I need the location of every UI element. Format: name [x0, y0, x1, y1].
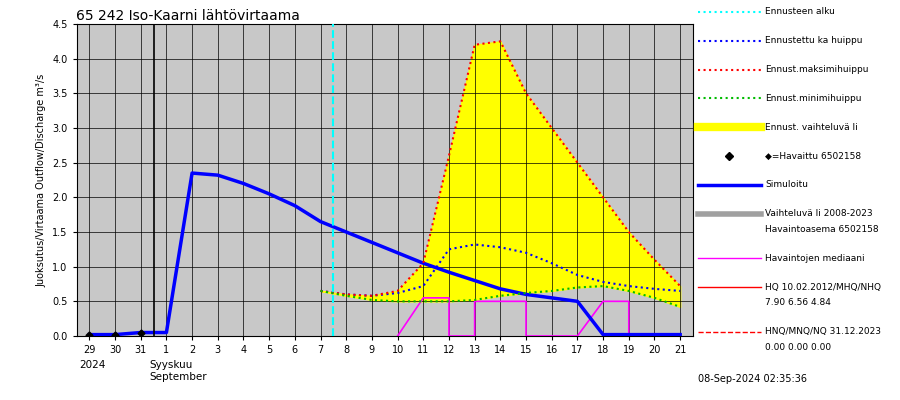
Text: HNQ/MNQ/NQ 31.12.2023: HNQ/MNQ/NQ 31.12.2023	[765, 327, 881, 336]
Text: 65 242 Iso-Kaarni lähtövirtaama: 65 242 Iso-Kaarni lähtövirtaama	[76, 9, 301, 23]
Text: 7.90 6.56 4.84: 7.90 6.56 4.84	[765, 298, 831, 307]
Text: Vaihteluvä li 2008-2023: Vaihteluvä li 2008-2023	[765, 209, 873, 218]
Y-axis label: Juoksutus/Virtaama Outflow/Discharge m³/s: Juoksutus/Virtaama Outflow/Discharge m³/…	[36, 73, 47, 287]
Text: Havaintoasema 6502158: Havaintoasema 6502158	[765, 225, 878, 234]
Text: 2024: 2024	[79, 360, 105, 370]
Text: Syyskuu
September: Syyskuu September	[148, 360, 206, 382]
Text: Ennusteen alku: Ennusteen alku	[765, 8, 835, 16]
Text: ◆=Havaittu 6502158: ◆=Havaittu 6502158	[765, 152, 861, 160]
Text: Havaintojen mediaani: Havaintojen mediaani	[765, 254, 865, 263]
Text: HQ 10.02.2012/MHQ/NHQ: HQ 10.02.2012/MHQ/NHQ	[765, 282, 881, 292]
Text: Ennust.minimihuippu: Ennust.minimihuippu	[765, 94, 861, 103]
Text: Ennust. vaihteluvä li: Ennust. vaihteluvä li	[765, 123, 858, 132]
Text: Ennustettu ka huippu: Ennustettu ka huippu	[765, 36, 862, 45]
Text: 0.00 0.00 0.00: 0.00 0.00 0.00	[765, 343, 831, 352]
Text: 08-Sep-2024 02:35:36: 08-Sep-2024 02:35:36	[698, 374, 806, 384]
Text: Simuloitu: Simuloitu	[765, 180, 808, 189]
Text: Ennust.maksimihuippu: Ennust.maksimihuippu	[765, 65, 868, 74]
